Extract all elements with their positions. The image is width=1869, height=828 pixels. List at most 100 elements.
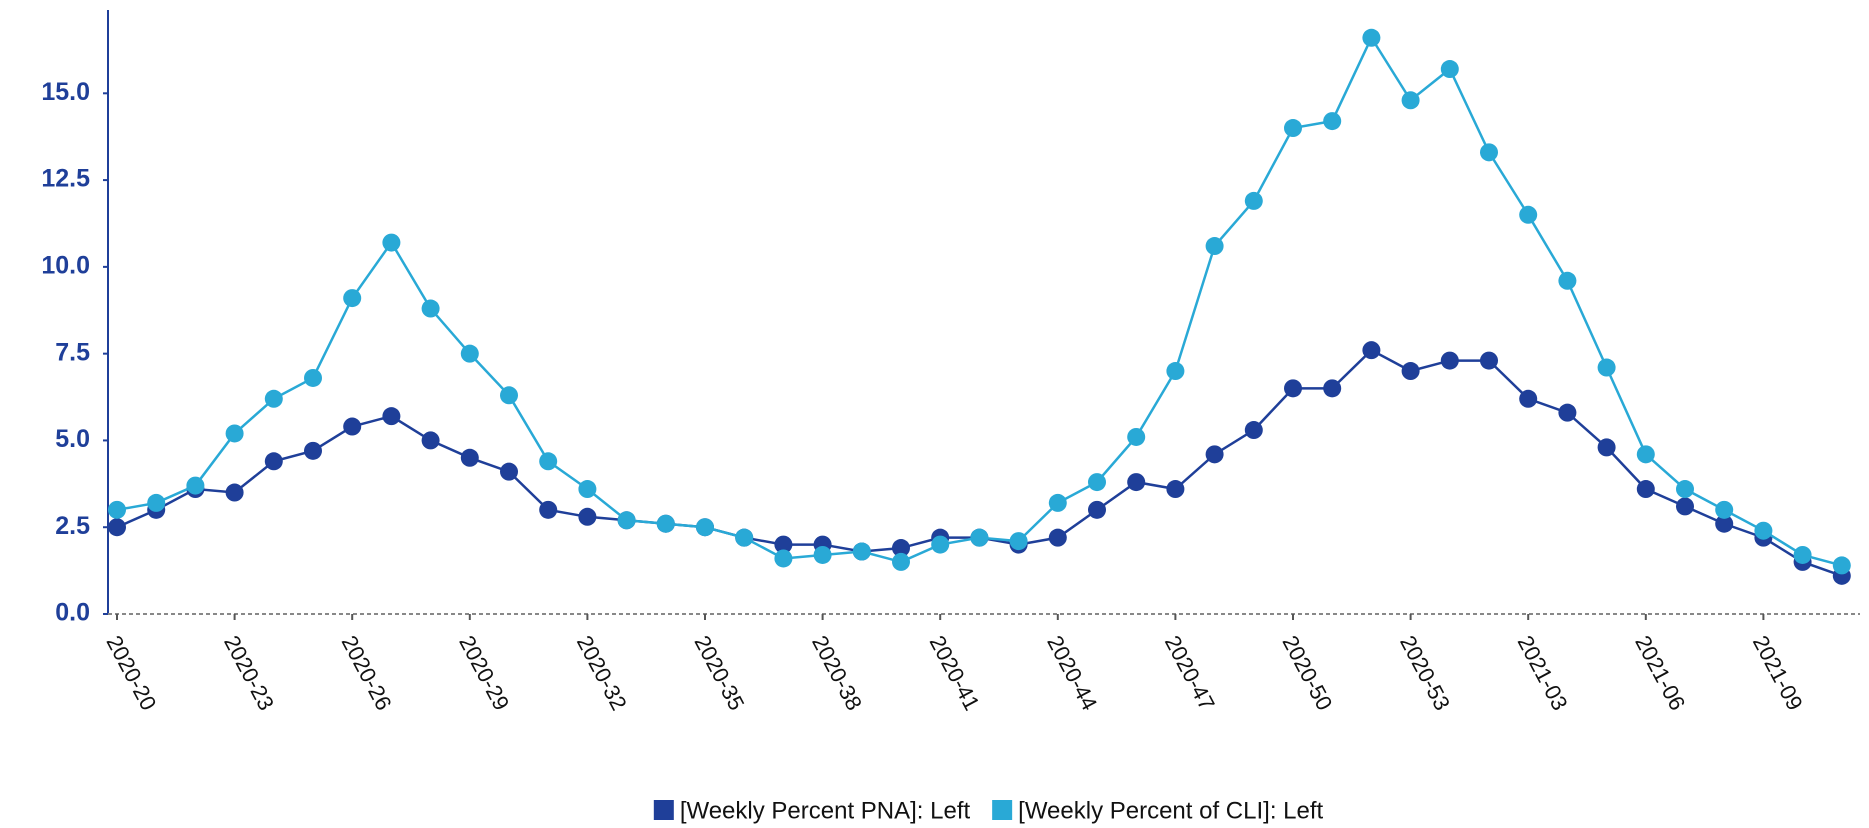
data-point <box>500 386 518 405</box>
data-point <box>421 299 440 318</box>
data-point <box>852 542 871 561</box>
data-point <box>1401 91 1420 110</box>
data-point <box>1440 60 1459 79</box>
x-tick-label: 2020-50 <box>1277 631 1337 714</box>
data-point <box>1519 389 1538 408</box>
legend: [Weekly Percent PNA]: Left [Weekly Percen… <box>653 797 1324 824</box>
data-point <box>656 514 675 533</box>
data-point <box>1088 473 1106 492</box>
legend-label: [Weekly Percent of CLI]: Left <box>1018 797 1323 824</box>
data-point <box>1048 528 1067 547</box>
data-point <box>892 539 910 558</box>
y-tick-label: 0.0 <box>55 599 90 627</box>
data-point <box>578 507 597 526</box>
legend-swatch <box>992 800 1013 820</box>
data-point <box>304 441 322 460</box>
data-point <box>578 480 597 499</box>
x-tick-label: 2020-47 <box>1160 631 1220 714</box>
data-point <box>1244 191 1263 210</box>
y-tick-label: 5.0 <box>55 425 90 453</box>
x-tick-label: 2020-20 <box>101 631 161 714</box>
x-tick-label: 2020-53 <box>1395 631 1455 714</box>
legend-swatch <box>653 800 674 820</box>
data-point <box>1127 427 1146 446</box>
data-point <box>304 368 322 387</box>
data-point <box>225 483 244 502</box>
data-point <box>1480 143 1498 162</box>
data-point <box>735 528 754 547</box>
x-tick-label: 2020-38 <box>807 631 867 714</box>
x-tick-label: 2021-03 <box>1513 631 1573 714</box>
data-point <box>774 549 793 568</box>
data-point <box>1558 403 1577 422</box>
data-point <box>500 462 518 481</box>
data-point <box>343 417 362 436</box>
data-point <box>1166 362 1185 381</box>
data-point <box>1597 358 1616 377</box>
x-tick-label: 2021-06 <box>1630 631 1690 714</box>
data-point <box>1127 473 1146 492</box>
x-tick-label: 2020-32 <box>572 631 632 714</box>
data-point <box>970 528 989 547</box>
y-tick-label: 7.5 <box>55 338 90 366</box>
y-tick-label: 2.5 <box>55 512 90 540</box>
x-tick-label: 2020-29 <box>454 631 514 714</box>
y-tick-label: 15.0 <box>41 78 90 106</box>
data-point <box>1636 445 1655 464</box>
data-point <box>1715 514 1734 533</box>
data-point <box>264 452 283 471</box>
data-point <box>1205 237 1224 256</box>
data-point <box>108 500 126 519</box>
data-point <box>1205 445 1224 464</box>
data-point <box>343 289 362 308</box>
data-point <box>1754 521 1773 540</box>
data-point <box>1715 500 1734 519</box>
data-point <box>1636 480 1655 499</box>
data-point <box>1793 545 1812 564</box>
data-point <box>1676 480 1694 499</box>
legend-label: [Weekly Percent PNA]: Left <box>680 797 971 824</box>
data-point <box>539 452 558 471</box>
y-tick-label: 12.5 <box>41 165 90 193</box>
data-point <box>147 493 166 512</box>
data-point <box>382 407 401 426</box>
data-point <box>1009 532 1028 551</box>
data-point <box>1284 119 1302 138</box>
data-point <box>1832 556 1851 575</box>
data-point <box>460 344 479 363</box>
data-point <box>696 518 714 537</box>
x-tick-label: 2020-23 <box>219 631 279 714</box>
data-point <box>460 448 479 467</box>
data-point <box>1088 500 1106 519</box>
data-point <box>892 552 910 571</box>
series-line <box>116 35 1843 567</box>
data-point <box>931 535 950 554</box>
data-point <box>108 518 126 537</box>
x-tick-label: 2020-44 <box>1042 631 1102 714</box>
data-point <box>225 424 244 443</box>
data-point <box>1362 341 1381 360</box>
data-point <box>1558 271 1577 290</box>
y-tick-label: 10.0 <box>41 251 90 279</box>
data-point <box>421 431 440 450</box>
data-point <box>617 511 636 530</box>
data-point <box>774 535 793 554</box>
x-tick-label: 2020-26 <box>337 631 397 714</box>
data-point <box>1597 438 1616 457</box>
x-tick-label: 2020-35 <box>689 631 749 714</box>
data-point <box>1676 497 1694 516</box>
x-tick-label: 2020-41 <box>925 631 985 714</box>
data-point <box>539 500 558 519</box>
data-point <box>186 476 205 495</box>
x-tick-label: 2021-09 <box>1748 631 1808 714</box>
data-point <box>1048 493 1067 512</box>
data-point <box>1480 351 1498 370</box>
data-point <box>382 233 401 252</box>
data-point <box>1323 379 1342 398</box>
data-point <box>1362 28 1381 47</box>
data-point <box>1284 379 1302 398</box>
data-point <box>1401 362 1420 381</box>
data-point <box>264 389 283 408</box>
data-point <box>813 545 832 564</box>
